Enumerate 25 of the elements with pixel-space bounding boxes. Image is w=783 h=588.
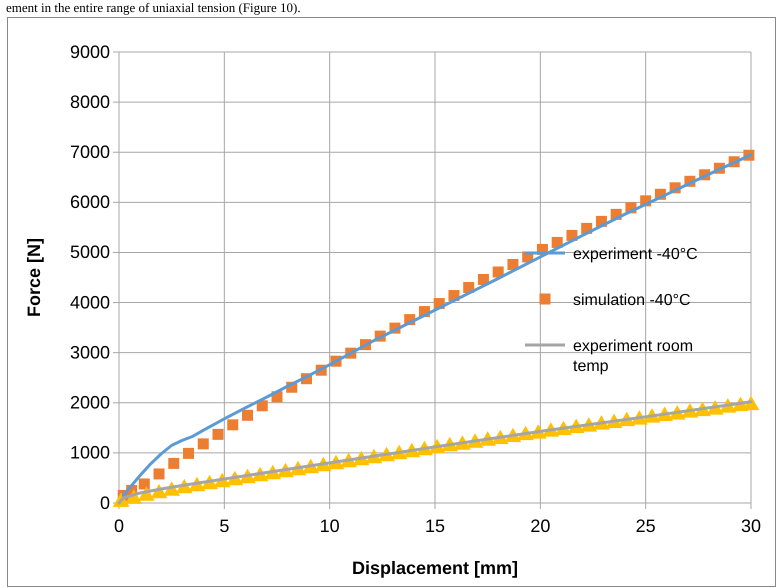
x-tick-label: 30 — [740, 516, 762, 536]
x-tick-label: 25 — [636, 516, 656, 536]
y-tick-label: 8000 — [70, 92, 110, 112]
point — [507, 258, 518, 270]
y-tick-label: 3000 — [70, 342, 110, 362]
y-tick-label: 0 — [100, 492, 110, 513]
x-tick-label: 20 — [530, 516, 550, 536]
y-tick-label: 5000 — [70, 242, 110, 262]
x-tick-label: 0 — [114, 516, 124, 536]
point — [492, 266, 504, 278]
x-tick-label: 15 — [424, 516, 446, 536]
y-tick-label: 1000 — [70, 442, 110, 463]
x-tick-label: 5 — [219, 516, 230, 536]
y-tick-label: 6000 — [70, 192, 110, 212]
legend-label: experiment room temp — [573, 338, 694, 375]
y-tick-label: 2000 — [70, 392, 110, 413]
y-tick-label: 7000 — [70, 142, 110, 162]
legend-label: simulation -40°C — [573, 292, 691, 309]
legend-label: experiment -40°C — [573, 246, 698, 263]
text: ement in the entire range of uniaxial tension (Figure 10). — [6, 0, 301, 15]
x-tick-label: 10 — [320, 516, 340, 536]
y-tick-label: 4000 — [70, 292, 110, 312]
y-tick-label: 9000 — [70, 42, 110, 62]
x-axis-title: Displacement [mm] — [352, 558, 518, 578]
y-axis-title: Force [N] — [24, 238, 44, 318]
